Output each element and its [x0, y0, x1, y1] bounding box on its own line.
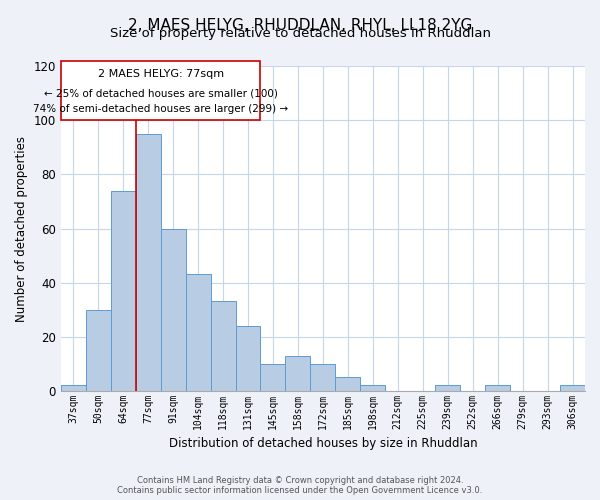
Bar [161, 228, 185, 390]
FancyBboxPatch shape [61, 61, 260, 120]
Text: 2 MAES HELYG: 77sqm: 2 MAES HELYG: 77sqm [98, 69, 224, 79]
Bar [560, 385, 585, 390]
Text: Contains HM Land Registry data © Crown copyright and database right 2024.
Contai: Contains HM Land Registry data © Crown c… [118, 476, 482, 495]
Bar [211, 302, 236, 390]
Text: 2, MAES HELYG, RHUDDLAN, RHYL, LL18 2YG: 2, MAES HELYG, RHUDDLAN, RHYL, LL18 2YG [128, 18, 472, 32]
Bar [111, 190, 136, 390]
Y-axis label: Number of detached properties: Number of detached properties [15, 136, 28, 322]
Bar [286, 356, 310, 390]
Bar [136, 134, 161, 390]
Bar [61, 385, 86, 390]
Bar [485, 385, 510, 390]
Text: Size of property relative to detached houses in Rhuddlan: Size of property relative to detached ho… [110, 28, 491, 40]
Bar [361, 385, 385, 390]
Bar [310, 364, 335, 390]
X-axis label: Distribution of detached houses by size in Rhuddlan: Distribution of detached houses by size … [169, 437, 477, 450]
Text: ← 25% of detached houses are smaller (100): ← 25% of detached houses are smaller (10… [44, 88, 278, 98]
Bar [260, 364, 286, 390]
Bar [335, 377, 361, 390]
Bar [185, 274, 211, 390]
Text: 74% of semi-detached houses are larger (299) →: 74% of semi-detached houses are larger (… [33, 104, 288, 114]
Bar [236, 326, 260, 390]
Bar [86, 310, 111, 390]
Bar [435, 385, 460, 390]
